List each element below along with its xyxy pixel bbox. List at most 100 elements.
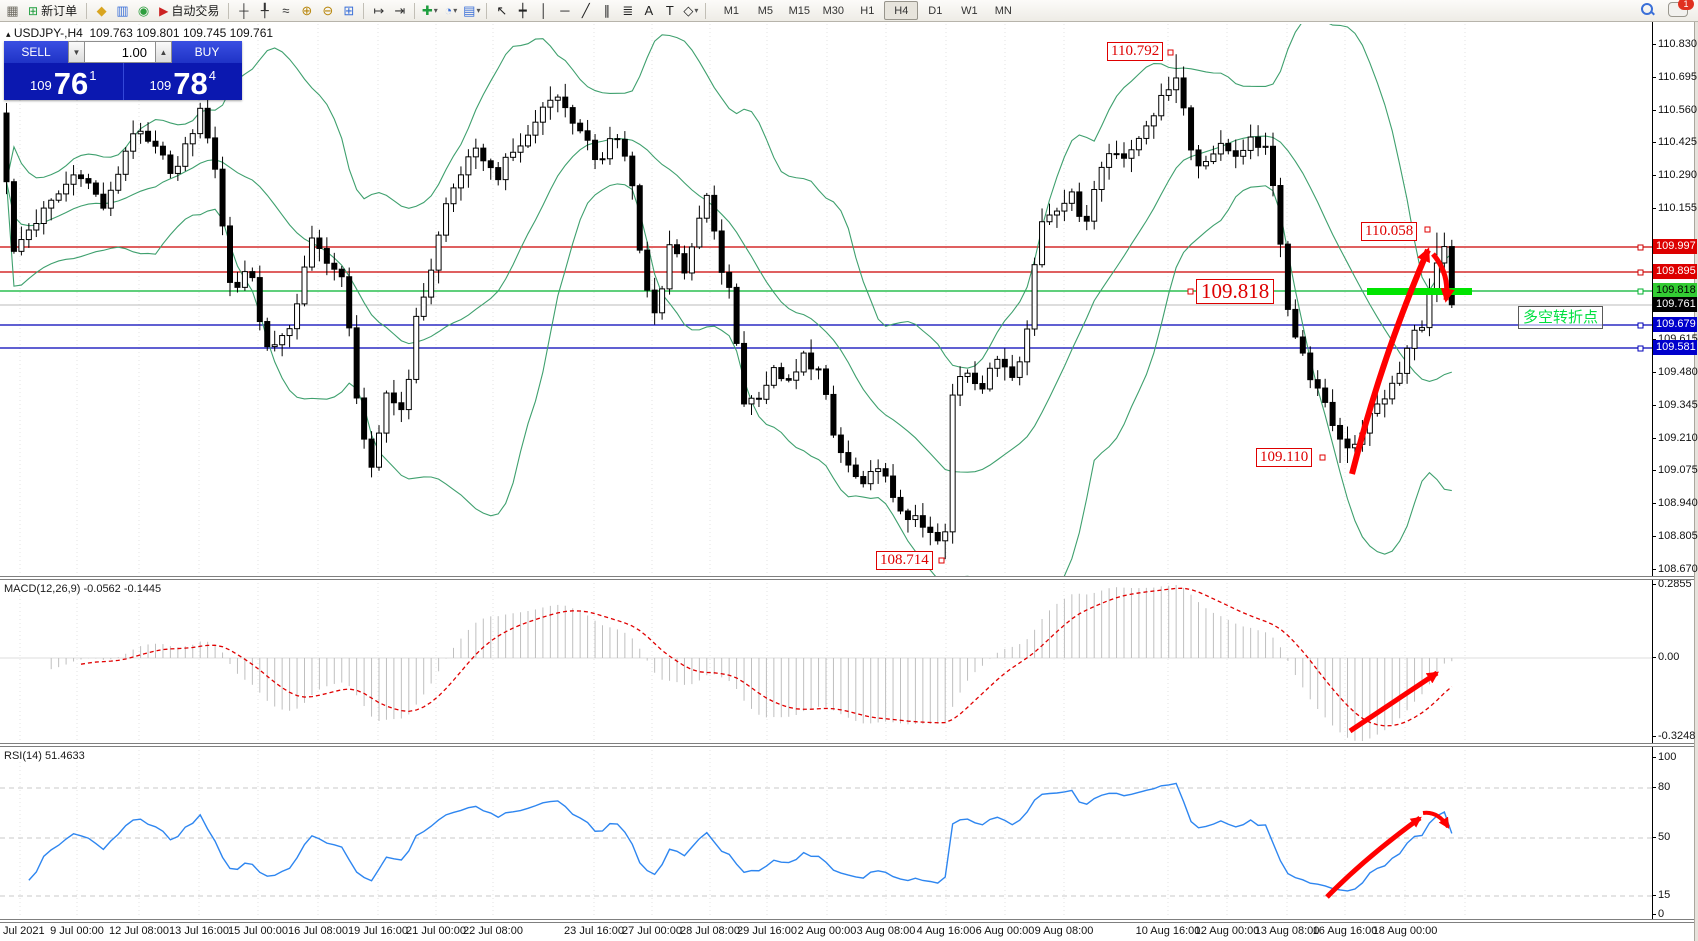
metaeditor-icon: ◆ <box>96 2 107 18</box>
auto-trading-button[interactable]: ▶ 自动交易 <box>154 2 224 20</box>
market-watch-icon[interactable]: ▥ <box>112 2 133 20</box>
buy-price[interactable]: 109 78 4 <box>149 66 216 101</box>
sell-price[interactable]: 109 76 1 <box>4 63 124 100</box>
zoom-out-icon[interactable]: ⊖ <box>317 2 338 20</box>
time-axis-label: 13 Jul 16:00 <box>169 925 229 937</box>
price-annotation[interactable]: 110.792 <box>1107 42 1164 61</box>
crosshair-chart-icon[interactable]: ┼ <box>233 2 254 20</box>
macd-splitter[interactable] <box>0 576 1694 580</box>
main-chart-canvas[interactable] <box>0 24 1652 577</box>
rsi-scale-tick: 0 <box>1651 908 1665 920</box>
toolbar-separator <box>228 2 230 19</box>
price-tick[interactable]: 108.670 <box>1652 563 1698 575</box>
macd-histogram <box>50 584 1453 742</box>
buy-button[interactable]: BUY <box>172 41 242 63</box>
price-tag: 109.581 <box>1653 340 1697 355</box>
price-tick[interactable]: 108.805 <box>1652 530 1698 542</box>
note-turning-point[interactable]: 多空转折点 <box>1518 306 1604 329</box>
trend-arrow <box>1422 810 1450 829</box>
timeframe-m30[interactable]: M30 <box>822 4 845 17</box>
volume-input[interactable]: 1.00 <box>85 41 155 63</box>
dropdown-arrow-icon: ▾ <box>476 5 481 15</box>
timeframe-bar: M1 M5 M15 M30 H1 H4 D1 W1 MN <box>714 1 1020 20</box>
macd-scale-tick: 0.2855 <box>1652 578 1692 590</box>
search-icon[interactable] <box>1641 3 1654 16</box>
text-label-icon[interactable]: T <box>659 2 680 20</box>
rsi-line <box>28 782 1453 892</box>
time-axis-label: 9 Jul 00:00 <box>50 925 104 937</box>
macd-signal-line <box>80 587 1453 727</box>
vline-icon[interactable]: │ <box>533 2 554 20</box>
price-annotation[interactable]: 109.110 <box>1256 448 1313 467</box>
periods-icon[interactable]: ◔ ▾ <box>440 2 461 20</box>
price-tick[interactable]: 109.480 <box>1652 366 1698 378</box>
tile-windows-icon[interactable]: ⊞ <box>338 2 359 20</box>
hline-icon[interactable]: ─ <box>554 2 575 20</box>
metaeditor-icon[interactable]: ◆ <box>91 2 112 20</box>
time-axis-label: 9 Aug 08:00 <box>1034 925 1094 937</box>
shapes-icon: ◇ <box>683 2 694 18</box>
timeframe-d1[interactable]: D1 <box>928 4 943 17</box>
time-axis-label: 12 Jul 08:00 <box>109 925 169 937</box>
auto-scroll-icon[interactable]: ↦ <box>368 2 389 20</box>
time-axis-label: 12 Aug 00:00 <box>1194 925 1260 937</box>
price-tick[interactable]: 110.155 <box>1652 202 1697 214</box>
cursor-icon: ↖ <box>496 2 508 18</box>
time-axis-label: 21 Jul 00:00 <box>406 925 466 937</box>
zoom-in-icon[interactable]: ⊕ <box>296 2 317 20</box>
timeframe-mn[interactable]: MN <box>994 4 1012 17</box>
timeframe-m15[interactable]: M15 <box>788 4 811 17</box>
macd-panel-canvas[interactable] <box>0 579 1652 743</box>
volume-down-button[interactable]: ▼ <box>68 41 85 63</box>
price-tick[interactable]: 109.345 <box>1652 399 1698 411</box>
trendline-icon[interactable]: ╱ <box>575 2 596 20</box>
indicators-icon[interactable]: ✚ ▾ <box>419 2 440 20</box>
object-marker-icon: ▴ <box>6 29 11 39</box>
crosshair-tool-icon[interactable]: ┿ <box>512 2 533 20</box>
price-annotation[interactable]: 110.058 <box>1361 222 1418 241</box>
sell-button[interactable]: SELL <box>4 41 68 63</box>
zoom-in-icon: ⊕ <box>301 2 313 18</box>
ohlc-high: 109.801 <box>136 26 180 40</box>
price-tick[interactable]: 110.560 <box>1652 104 1697 116</box>
auto-scroll-icon: ↦ <box>373 2 385 18</box>
vline-icon: │ <box>539 2 548 18</box>
cursor-icon[interactable]: ↖ <box>491 2 512 20</box>
chat-icon[interactable]: 1 <box>1668 0 1694 17</box>
price-tag: 109.679 <box>1653 317 1697 332</box>
price-tick[interactable]: 110.290 <box>1652 169 1697 181</box>
text-label-icon: T <box>665 2 674 18</box>
timeframe-h4[interactable]: H4 <box>884 1 919 20</box>
toolbar: ▦ ⊞ 新订单 ◆ ▥ ◉ ▶ 自动交易 ┼ ╀ ≈ ⊕ ⊖ ⊞ ↦ ⇥ ✚ ▾ ◔ ▾ ▤ ▾ ↖ ┿ │ ─ ╱ ∥ ≣ A T ◇ ▾ M… <box>0 0 1698 22</box>
rsi-splitter[interactable] <box>0 743 1694 747</box>
templates-icon[interactable]: ▤ ▾ <box>461 2 482 20</box>
signal-icon[interactable]: ◉ <box>133 2 154 20</box>
line-handle <box>1637 288 1644 295</box>
price-annotation[interactable]: 109.818 <box>1196 279 1275 304</box>
price-tick[interactable]: 109.210 <box>1652 432 1698 444</box>
chart-window-icon[interactable]: ▦ <box>2 2 23 20</box>
price-tick[interactable]: 110.830 <box>1652 38 1697 50</box>
timeframe-w1[interactable]: W1 <box>961 4 978 17</box>
price-tick[interactable]: 109.075 <box>1652 464 1698 476</box>
channel-icon[interactable]: ∥ <box>596 2 617 20</box>
new-order-button-label: 新订单 <box>41 4 78 18</box>
volume-up-button[interactable]: ▲ <box>155 41 172 63</box>
shapes-icon[interactable]: ◇ ▾ <box>680 2 701 20</box>
price-annotation[interactable]: 108.714 <box>876 551 933 570</box>
line-chart-icon[interactable]: ≈ <box>275 2 296 20</box>
text-icon[interactable]: A <box>638 2 659 20</box>
price-tick[interactable]: 108.940 <box>1652 497 1698 509</box>
price-tag: 109.761 <box>1653 297 1697 312</box>
rsi-panel-canvas[interactable] <box>0 746 1652 918</box>
bar-chart-icon[interactable]: ╀ <box>254 2 275 20</box>
timeframe-m1[interactable]: M1 <box>723 4 739 17</box>
time-axis-label: 2 Aug 00:00 <box>797 925 857 937</box>
timeframe-h1[interactable]: H1 <box>860 4 875 17</box>
new-order-button[interactable]: ⊞ 新订单 <box>23 2 82 20</box>
price-tick[interactable]: 110.695 <box>1652 71 1697 83</box>
timeframe-m5[interactable]: M5 <box>757 4 773 17</box>
chart-shift-icon[interactable]: ⇥ <box>389 2 410 20</box>
price-tick[interactable]: 110.425 <box>1652 136 1697 148</box>
fibonacci-icon[interactable]: ≣ <box>617 2 638 20</box>
